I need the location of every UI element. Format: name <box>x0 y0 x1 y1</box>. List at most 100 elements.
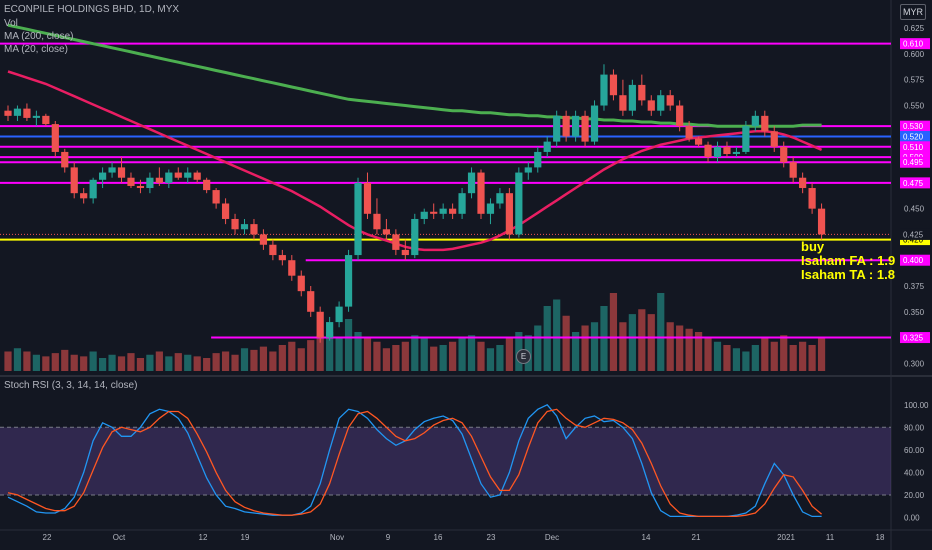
volume-bar <box>373 341 381 371</box>
candle-body <box>761 115 769 132</box>
candle-body <box>108 167 116 173</box>
candle-body <box>4 110 12 116</box>
candle-body <box>628 84 636 111</box>
candle <box>221 198 230 225</box>
candle-body <box>70 167 78 194</box>
volume-bar <box>439 345 447 371</box>
candle <box>231 213 239 235</box>
earnings-icon[interactable]: E <box>516 349 531 364</box>
candle-body <box>515 172 523 235</box>
date-tick-label: 12 <box>199 533 208 542</box>
date-tick-label: Dec <box>545 533 559 542</box>
candle-body <box>458 193 466 214</box>
date-tick-label: 14 <box>642 533 651 542</box>
candle-body <box>572 115 580 137</box>
last-price-label-bg <box>900 228 930 240</box>
candle-body <box>638 84 646 101</box>
candle-body <box>363 182 372 214</box>
stoch-axis: 100.00 80.00 60.00 40.00 20.00 0.00 <box>904 401 929 523</box>
candle <box>297 270 305 297</box>
candle <box>572 110 580 142</box>
candle <box>184 167 192 183</box>
date-tick-label: 16 <box>434 533 443 542</box>
candle-body <box>449 208 457 214</box>
volume-bar <box>42 356 50 371</box>
volume-bar <box>193 356 201 371</box>
volume-bar <box>174 353 182 371</box>
candle <box>335 301 343 328</box>
currency-badge[interactable]: MYR <box>900 4 926 20</box>
price-tick-label: 0.300 <box>904 359 925 368</box>
volume-bar <box>770 341 778 371</box>
candle-body <box>354 182 362 256</box>
candle <box>713 141 722 163</box>
candle <box>99 167 107 189</box>
volume-bar <box>751 345 759 371</box>
level-label-bg <box>900 254 930 266</box>
candle-body <box>250 224 258 235</box>
volume-bar <box>288 341 296 371</box>
candle <box>411 213 419 259</box>
candle <box>799 172 807 194</box>
level-label-bg <box>900 38 930 50</box>
date-tick-label: 19 <box>241 533 250 542</box>
fa-rating-note: Isaham FA : 1.9 <box>801 253 896 268</box>
candle <box>685 120 693 142</box>
candle <box>467 167 476 199</box>
candle-body <box>51 124 59 152</box>
level-label: 0.520 <box>903 132 924 141</box>
volume-bar <box>411 335 419 371</box>
volume-bar <box>392 345 400 371</box>
volume-bar <box>231 354 239 371</box>
level-label: 0.475 <box>903 179 924 188</box>
volume-bar <box>666 322 674 371</box>
stoch-rsi-legend: Stoch RSI (3, 3, 14, 14, close) <box>4 380 138 391</box>
volume-bar <box>467 335 476 371</box>
volume-bar <box>401 341 409 371</box>
volume-bar <box>694 332 703 371</box>
candle-body <box>155 177 163 183</box>
candle-body <box>382 229 390 235</box>
volume-bar <box>590 322 599 371</box>
candle <box>354 177 362 261</box>
volume-bar <box>817 338 826 371</box>
volume-bar <box>732 348 741 371</box>
candle-body <box>80 193 88 199</box>
candle <box>382 218 390 240</box>
candle <box>770 126 778 152</box>
level-label: 0.495 <box>903 158 924 167</box>
candle <box>789 157 797 183</box>
candle <box>732 146 741 158</box>
candle-body <box>193 172 201 180</box>
candle-body <box>240 224 249 230</box>
candle <box>117 157 126 183</box>
candle-body <box>676 105 684 127</box>
candle-body <box>505 193 513 235</box>
candle-body <box>467 172 476 194</box>
last-price-label: 0.425 <box>903 230 924 239</box>
volume-bar <box>136 358 145 371</box>
candle-body <box>600 74 608 106</box>
volume-bar <box>127 353 135 371</box>
candle-body <box>780 146 788 163</box>
date-tick-label: 21 <box>692 533 701 542</box>
candle <box>203 177 211 194</box>
price-tick-label: 0.600 <box>904 50 925 59</box>
candle-body <box>751 115 759 127</box>
volume-bar <box>32 354 40 371</box>
candle <box>146 172 154 194</box>
candle-body <box>534 151 542 168</box>
candle-body <box>420 211 428 219</box>
candle-body <box>174 172 182 178</box>
volume-bar <box>99 358 107 371</box>
candle <box>240 218 249 235</box>
stoch-tick-label: 60.00 <box>904 446 925 455</box>
level-label: 0.530 <box>903 122 924 131</box>
volume-bar <box>477 341 485 371</box>
volume-bar <box>70 354 78 371</box>
volume-bar <box>335 338 343 371</box>
candle <box>534 146 542 173</box>
candle-body <box>590 105 599 142</box>
